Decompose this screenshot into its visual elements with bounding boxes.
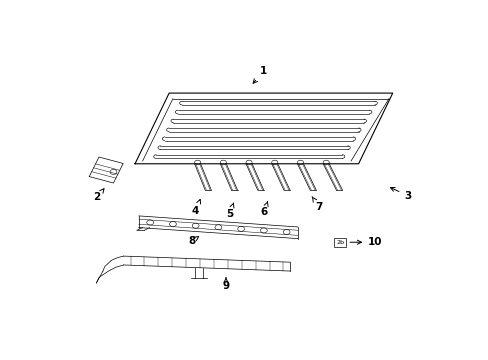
Text: 3: 3 <box>390 188 411 201</box>
Text: 6: 6 <box>260 202 267 217</box>
Text: 8: 8 <box>188 237 198 246</box>
Text: 7: 7 <box>311 197 322 212</box>
Text: 2: 2 <box>93 189 104 202</box>
Text: 1: 1 <box>253 66 267 83</box>
Text: 4: 4 <box>192 199 200 216</box>
Text: 2b: 2b <box>335 240 344 245</box>
Text: 9: 9 <box>222 278 229 291</box>
Text: 5: 5 <box>225 203 233 219</box>
Text: 10: 10 <box>349 237 382 247</box>
Bar <box>333 238 346 247</box>
